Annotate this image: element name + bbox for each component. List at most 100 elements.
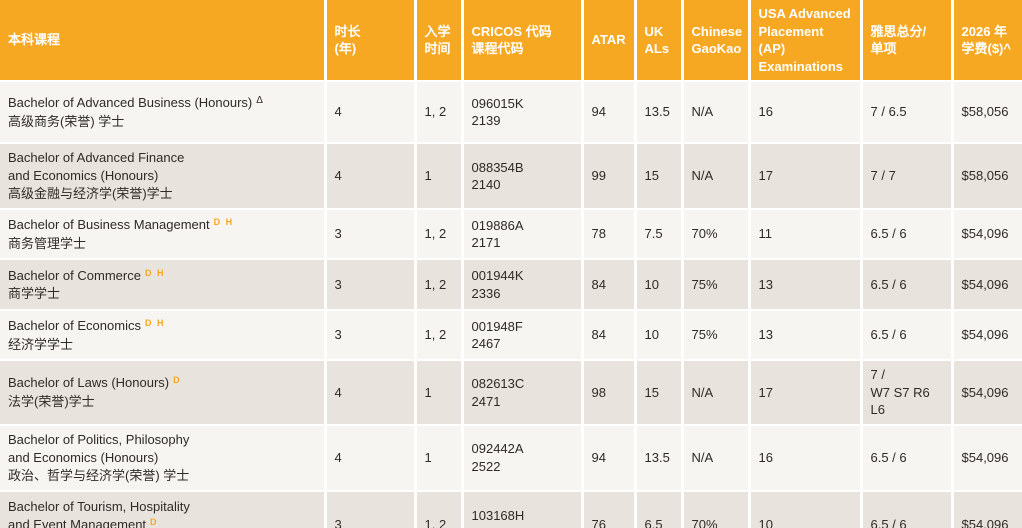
- course-cell: Bachelor of Commerce D H 商学学士: [0, 259, 327, 312]
- course-name-en: Bachelor of Advanced Business (Honours): [8, 95, 253, 111]
- atar-cell: 84: [582, 310, 637, 362]
- gaokao-cell: 75%: [682, 310, 751, 362]
- course-cell: Bachelor of Tourism, Hospitality and Eve…: [0, 490, 327, 528]
- usa-ap-cell: 17: [749, 143, 863, 211]
- ielts-cell: 7 / W7 S7 R6 L6: [861, 360, 954, 426]
- cricos-cell: 019886A 2171: [462, 209, 584, 261]
- fee-cell: $54,096: [952, 424, 1022, 492]
- ielts-cell: 7 / 7: [861, 143, 954, 211]
- duration-cell: 4: [325, 143, 417, 211]
- uk-als-cell: 13.5: [635, 424, 684, 492]
- course-cell: Bachelor of Advanced Business (Honours) Δ…: [0, 81, 327, 145]
- course-cell: Bachelor of Economics D H 经济学学士: [0, 310, 327, 362]
- table-row: Bachelor of Advanced Finance and Economi…: [0, 143, 1022, 211]
- ielts-cell: 6.5 / 6: [861, 259, 954, 312]
- table-header: 本科课程 时长 (年) 入学 时间 CRICOS 代码 课程代码 ATAR UK…: [0, 0, 1022, 83]
- course-cell: Bachelor of Advanced Finance and Economi…: [0, 143, 327, 211]
- cricos-cell: 088354B 2140: [462, 143, 584, 211]
- ielts-cell: 7 / 6.5: [861, 81, 954, 145]
- col-header-ielts: 雅思总分/ 单项: [861, 0, 954, 83]
- fee-cell: $54,096: [952, 490, 1022, 528]
- uk-als-cell: 10: [635, 310, 684, 362]
- intake-cell: 1: [415, 424, 464, 492]
- atar-cell: 84: [582, 259, 637, 312]
- ielts-cell: 6.5 / 6: [861, 490, 954, 528]
- fee-cell: $58,056: [952, 143, 1022, 211]
- col-header-course: 本科课程: [0, 0, 327, 83]
- ielts-cell: 6.5 / 6: [861, 209, 954, 261]
- usa-ap-cell: 16: [749, 81, 863, 145]
- col-header-uk-als: UK ALs: [635, 0, 684, 83]
- uk-als-cell: 13.5: [635, 81, 684, 145]
- table-row: Bachelor of Tourism, Hospitality and Eve…: [0, 490, 1022, 528]
- gaokao-cell: N/A: [682, 143, 751, 211]
- course-name-en: Bachelor of Business Management: [8, 217, 210, 233]
- col-header-atar: ATAR: [582, 0, 637, 83]
- cricos-cell: 103168H 2473: [462, 490, 584, 528]
- intake-cell: 1, 2: [415, 259, 464, 312]
- usa-ap-cell: 13: [749, 259, 863, 312]
- ielts-cell: 6.5 / 6: [861, 424, 954, 492]
- usa-ap-cell: 10: [749, 490, 863, 528]
- intake-cell: 1: [415, 143, 464, 211]
- intake-cell: 1, 2: [415, 310, 464, 362]
- course-name-en: Bachelor of Economics: [8, 318, 141, 334]
- course-note-dh: D H: [144, 318, 165, 329]
- table-row: Bachelor of Economics D H 经济学学士 3 1, 2 00…: [0, 310, 1022, 362]
- course-name-zh: 商务管理学士: [8, 235, 87, 251]
- gaokao-cell: N/A: [682, 360, 751, 426]
- gaokao-cell: N/A: [682, 81, 751, 145]
- uk-als-cell: 15: [635, 360, 684, 426]
- course-cell: Bachelor of Laws (Honours) D 法学(荣誉)学士: [0, 360, 327, 426]
- course-name-zh: 高级金融与经济学(荣誉)学士: [8, 186, 173, 202]
- cricos-cell: 082613C 2471: [462, 360, 584, 426]
- course-name-en: Bachelor of Politics, Philosophy and Eco…: [8, 432, 190, 465]
- atar-cell: 76: [582, 490, 637, 528]
- table-row: Bachelor of Commerce D H 商学学士 3 1, 2 0019…: [0, 259, 1022, 312]
- course-cell: Bachelor of Business Management D H 商务管理学…: [0, 209, 327, 261]
- col-header-usa-ap: USA Advanced Placement (AP) Examinations: [749, 0, 863, 83]
- fee-cell: $58,056: [952, 81, 1022, 145]
- course-note-dh: D H: [144, 267, 165, 278]
- usa-ap-cell: 16: [749, 424, 863, 492]
- col-header-fee: 2026 年 学费($)^: [952, 0, 1022, 83]
- uk-als-cell: 10: [635, 259, 684, 312]
- course-cell: Bachelor of Politics, Philosophy and Eco…: [0, 424, 327, 492]
- fee-cell: $54,096: [952, 259, 1022, 312]
- gaokao-cell: 70%: [682, 209, 751, 261]
- duration-cell: 4: [325, 424, 417, 492]
- course-name-zh: 法学(荣誉)学士: [8, 394, 95, 409]
- atar-cell: 94: [582, 81, 637, 145]
- usa-ap-cell: 13: [749, 310, 863, 362]
- fee-cell: $54,096: [952, 360, 1022, 426]
- uk-als-cell: 15: [635, 143, 684, 211]
- fee-cell: $54,096: [952, 209, 1022, 261]
- course-note-d: D: [173, 375, 182, 386]
- ielts-cell: 6.5 / 6: [861, 310, 954, 362]
- table-row: Bachelor of Advanced Business (Honours) Δ…: [0, 81, 1022, 145]
- intake-cell: 1, 2: [415, 81, 464, 145]
- cricos-cell: 092442A 2522: [462, 424, 584, 492]
- atar-cell: 99: [582, 143, 637, 211]
- course-note-dh: D H: [213, 217, 234, 228]
- atar-cell: 78: [582, 209, 637, 261]
- course-name-zh: 高级商务(荣誉) 学士: [8, 113, 125, 129]
- course-name-en: Bachelor of Tourism, Hospitality and Eve…: [8, 499, 190, 528]
- course-name-en: Bachelor of Commerce: [8, 267, 141, 283]
- course-name-en: Bachelor of Advanced Finance and Economi…: [8, 150, 185, 183]
- gaokao-cell: 70%: [682, 490, 751, 528]
- col-header-duration: 时长 (年): [325, 0, 417, 83]
- table-row: Bachelor of Politics, Philosophy and Eco…: [0, 424, 1022, 492]
- duration-cell: 3: [325, 209, 417, 261]
- atar-cell: 94: [582, 424, 637, 492]
- duration-cell: 3: [325, 310, 417, 362]
- col-header-gaokao: Chinese GaoKao: [682, 0, 751, 83]
- course-name-zh: 经济学学士: [8, 336, 74, 352]
- cricos-cell: 001944K 2336: [462, 259, 584, 312]
- col-header-cricos: CRICOS 代码 课程代码: [462, 0, 584, 83]
- duration-cell: 3: [325, 490, 417, 528]
- duration-cell: 4: [325, 360, 417, 426]
- course-note-delta: Δ: [256, 95, 263, 107]
